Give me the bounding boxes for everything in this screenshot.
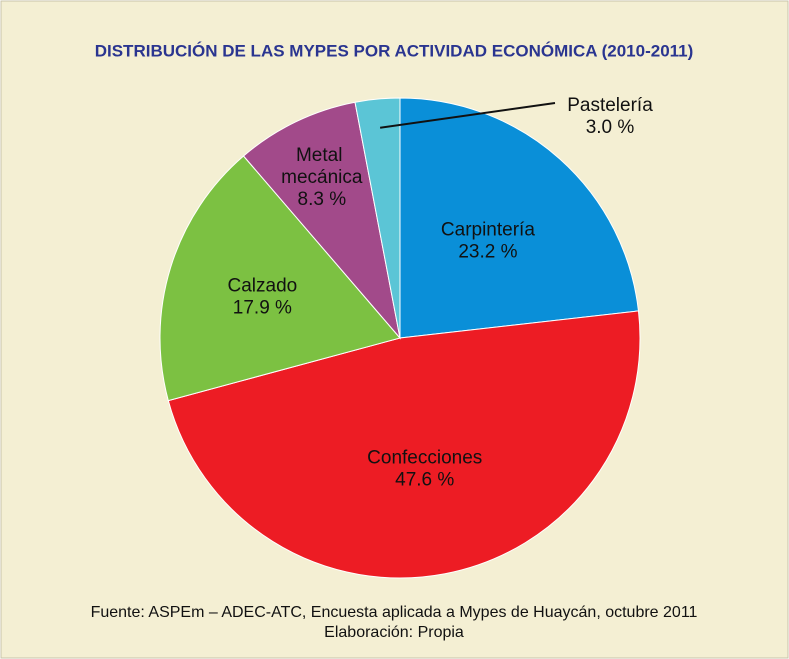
- chart-title: DISTRIBUCIÓN DE LAS MYPES POR ACTIVIDAD …: [95, 41, 694, 60]
- pie-slice: [167, 310, 641, 579]
- slice-label: Carpintería: [441, 220, 535, 241]
- footnote: Fuente: ASPEm – ADEC-ATC, Encuesta aplic…: [91, 604, 698, 621]
- slice-value: 8.3 %: [298, 189, 347, 210]
- slice-label: Metal mecánica: [281, 145, 363, 188]
- slice-label: Calzado: [228, 276, 298, 297]
- pie-slice: [242, 101, 401, 340]
- slice-value: 47.6 %: [395, 470, 454, 491]
- footnote: Elaboración: Propia: [324, 624, 464, 641]
- leader-line: [379, 102, 556, 129]
- slice-value: 3.0 %: [586, 117, 635, 138]
- slice-value: 17.9 %: [233, 298, 292, 319]
- slice-value: 23.2 %: [458, 242, 517, 263]
- pie-slice: [354, 97, 401, 339]
- pie-slice: [399, 97, 640, 339]
- pie-slice: [159, 155, 401, 402]
- slice-label: Pastelería: [567, 95, 653, 116]
- slice-label: Confecciones: [367, 448, 482, 469]
